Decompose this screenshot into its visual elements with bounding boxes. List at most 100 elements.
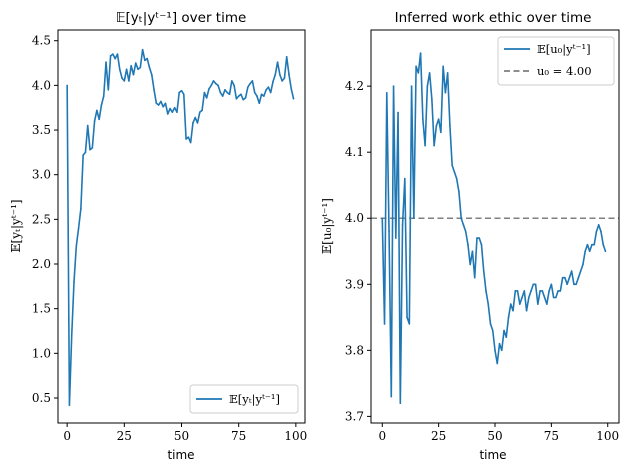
left-data-point xyxy=(128,80,130,82)
right-data-point xyxy=(480,243,483,246)
left-data-point xyxy=(233,84,235,87)
left-data-point xyxy=(194,116,197,119)
left-data-point xyxy=(249,82,251,85)
left-data-point xyxy=(112,53,114,55)
right-data-point xyxy=(424,144,426,147)
right-data-point xyxy=(390,395,393,398)
right-data-point xyxy=(577,276,580,279)
right-data-point xyxy=(446,72,449,74)
right-data-point xyxy=(575,283,577,286)
left-data-point xyxy=(244,97,247,99)
right-data-point xyxy=(433,144,435,147)
left-data-point xyxy=(66,84,68,87)
left-data-point xyxy=(86,124,89,127)
right-legend: 𝔼[u₀|yᵗ⁻¹] u₀ = 4.00 xyxy=(497,36,615,86)
left-data-point xyxy=(201,109,203,112)
right-data-point xyxy=(401,224,404,226)
left-data-point xyxy=(224,89,226,91)
right-data-point xyxy=(500,349,503,352)
right-data-point xyxy=(503,329,505,332)
left-data-point xyxy=(171,111,174,113)
left-data-point xyxy=(137,68,139,71)
right-x-tick-label: 25 xyxy=(431,429,446,443)
left-y-tick-label: 1.5 xyxy=(32,302,51,316)
left-data-point xyxy=(208,88,210,90)
left-data-point xyxy=(134,62,137,64)
right-data-point xyxy=(546,303,548,305)
left-data-point xyxy=(146,57,148,60)
left-data-point xyxy=(231,80,233,82)
left-data-point xyxy=(215,82,217,85)
right-data-point xyxy=(494,349,496,352)
right-data-point xyxy=(588,250,591,253)
left-data-point xyxy=(265,89,267,91)
left-legend-box xyxy=(189,384,299,414)
left-data-point xyxy=(253,91,256,94)
right-x-tick-label: 75 xyxy=(544,429,559,443)
right-data-point xyxy=(431,98,433,101)
right-data-point xyxy=(584,250,586,253)
left-data-point xyxy=(125,68,128,71)
left-x-axis-label: time xyxy=(167,448,194,462)
right-data-point xyxy=(408,323,411,325)
right-data-point xyxy=(426,85,429,87)
right-data-point xyxy=(566,283,568,286)
right-data-point xyxy=(395,237,397,239)
left-data-point xyxy=(123,80,126,82)
left-y-axis-label: 𝔼[yₜ|yᵗ⁻¹] xyxy=(9,199,23,252)
right-data-point xyxy=(399,402,402,404)
left-data-point xyxy=(283,77,286,80)
right-data-point xyxy=(471,250,474,253)
right-data-point xyxy=(552,296,555,299)
right-data-point xyxy=(573,283,575,286)
right-data-point xyxy=(539,290,541,292)
left-chart-title: 𝔼[yₜ|yᵗ⁻¹] over time xyxy=(116,10,247,26)
right-data-point xyxy=(516,290,519,292)
right-data-point xyxy=(570,270,573,272)
left-data-point xyxy=(290,88,293,90)
left-data-point xyxy=(226,91,229,94)
left-x-tick-label: 75 xyxy=(231,429,246,443)
left-data-point xyxy=(82,154,84,156)
left-x-tick-label: 0 xyxy=(63,429,71,443)
right-data-point xyxy=(593,243,595,246)
left-data-point xyxy=(180,89,183,92)
left-data-point xyxy=(221,95,224,97)
left-data-point xyxy=(203,91,206,94)
left-data-point xyxy=(274,73,277,76)
left-data-point xyxy=(187,136,190,138)
left-data-point xyxy=(166,113,169,115)
right-data-point xyxy=(521,296,523,299)
right-data-point xyxy=(548,290,550,292)
left-data-point xyxy=(118,68,121,71)
right-legend-series-label: 𝔼[u₀|yᵗ⁻¹] xyxy=(537,42,591,57)
left-data-point xyxy=(240,93,242,96)
right-data-point xyxy=(482,270,485,272)
left-data-point xyxy=(288,73,290,76)
left-y-tick-label: 2.5 xyxy=(32,212,51,226)
right-data-point xyxy=(512,309,514,312)
left-data-point xyxy=(199,111,201,113)
left-data-point xyxy=(242,98,245,101)
left-y-tick-label: 4.0 xyxy=(32,78,51,92)
right-data-point xyxy=(381,217,384,220)
right-data-point xyxy=(543,296,546,299)
left-data-point xyxy=(77,227,80,230)
left-y-tick-label: 2.0 xyxy=(32,257,51,271)
right-data-point xyxy=(600,230,602,233)
right-data-point xyxy=(489,323,492,325)
right-data-point xyxy=(392,85,395,87)
right-y-tick-label: 3.9 xyxy=(345,277,364,291)
right-data-point xyxy=(410,85,413,87)
left-data-point xyxy=(144,59,146,62)
left-data-point xyxy=(96,109,98,112)
left-data-point xyxy=(148,66,151,69)
left-data-point xyxy=(228,93,231,96)
left-data-point xyxy=(130,64,132,67)
left-data-point xyxy=(139,66,142,69)
left-data-point xyxy=(178,91,181,94)
left-data-point xyxy=(91,147,94,149)
left-data-point xyxy=(267,86,270,88)
left-data-point xyxy=(80,207,82,210)
